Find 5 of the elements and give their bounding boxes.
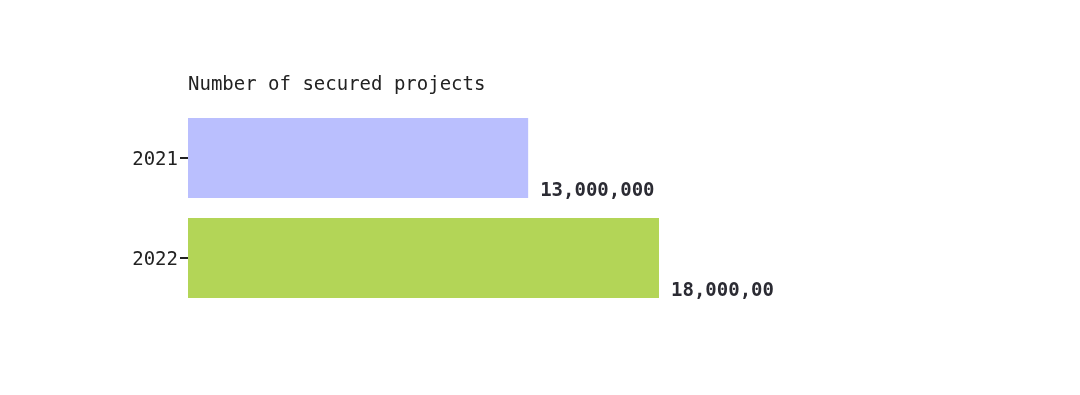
data-label: 18,000,00	[671, 278, 774, 300]
data-label: 13,000,000	[540, 178, 655, 200]
chart-title: Number of secured projects	[188, 72, 486, 94]
y-tick-label: 2022	[132, 246, 178, 269]
y-tick-label: 2021	[132, 146, 178, 169]
